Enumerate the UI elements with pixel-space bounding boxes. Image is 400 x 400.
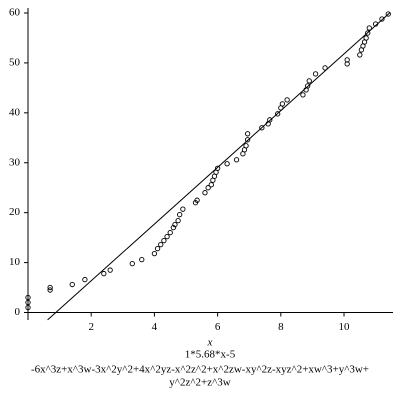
data-point bbox=[244, 131, 251, 137]
data-point bbox=[205, 185, 211, 191]
y-tick-label: 50 bbox=[9, 56, 21, 68]
y-tick-label: 0 bbox=[15, 306, 21, 318]
data-point bbox=[170, 224, 177, 231]
data-point bbox=[194, 197, 200, 203]
y-tick-label: 10 bbox=[9, 256, 21, 268]
x-tick-label: 8 bbox=[278, 321, 284, 333]
x-tick-label: 6 bbox=[215, 321, 221, 333]
data-point bbox=[379, 16, 385, 22]
data-point bbox=[202, 190, 208, 196]
y-tick-label: 20 bbox=[9, 206, 21, 218]
data-point bbox=[224, 161, 230, 167]
subtitle: 1*5.68*x-5 bbox=[185, 349, 236, 361]
x-tick-label: 2 bbox=[88, 321, 94, 333]
data-point bbox=[25, 304, 31, 311]
data-point bbox=[154, 245, 161, 252]
y-tick-label: 40 bbox=[9, 106, 21, 118]
data-point bbox=[25, 294, 31, 301]
data-point bbox=[158, 241, 164, 248]
data-point bbox=[305, 83, 311, 89]
data-point bbox=[208, 182, 214, 188]
data-point bbox=[101, 270, 107, 277]
data-point bbox=[69, 281, 75, 288]
data-point bbox=[279, 101, 286, 107]
data-point bbox=[312, 71, 319, 77]
caption-line: y^2z^2+z^3w bbox=[169, 377, 230, 389]
data-point bbox=[306, 78, 312, 84]
data-point bbox=[82, 276, 88, 283]
x-tick-label: 10 bbox=[339, 321, 351, 333]
data-point bbox=[167, 229, 173, 236]
data-point bbox=[139, 256, 145, 263]
data-point bbox=[175, 218, 181, 224]
data-point bbox=[151, 250, 158, 257]
data-point bbox=[385, 11, 391, 17]
data-point bbox=[322, 65, 328, 71]
y-tick-label: 60 bbox=[9, 7, 21, 19]
data-point bbox=[267, 117, 273, 123]
data-point bbox=[244, 137, 251, 143]
data-point bbox=[344, 57, 350, 63]
data-point bbox=[357, 52, 363, 58]
x-tick-label: 4 bbox=[152, 321, 158, 333]
data-point bbox=[47, 284, 53, 291]
data-point bbox=[300, 92, 306, 98]
data-point bbox=[129, 260, 135, 267]
data-point bbox=[164, 233, 170, 240]
data-point bbox=[25, 299, 31, 306]
data-point bbox=[161, 237, 167, 244]
data-point bbox=[47, 287, 53, 293]
data-point bbox=[243, 143, 249, 149]
data-point bbox=[107, 267, 113, 273]
data-point bbox=[366, 25, 372, 31]
data-point bbox=[233, 157, 240, 163]
data-point bbox=[275, 111, 281, 117]
fit-line bbox=[47, 12, 391, 321]
data-point bbox=[180, 206, 186, 212]
caption-line: -6x^3z+x^3w-3x^2y^2+4x^2yz-x^2z^2+x^2zw-… bbox=[31, 364, 369, 376]
x-axis-label: x bbox=[207, 337, 213, 349]
data-point bbox=[214, 165, 221, 171]
data-point bbox=[172, 222, 178, 228]
data-point bbox=[259, 125, 265, 131]
data-point bbox=[177, 212, 183, 218]
data-point bbox=[363, 35, 369, 41]
y-tick-label: 30 bbox=[9, 156, 21, 168]
data-point bbox=[365, 30, 371, 36]
data-point bbox=[284, 97, 290, 103]
